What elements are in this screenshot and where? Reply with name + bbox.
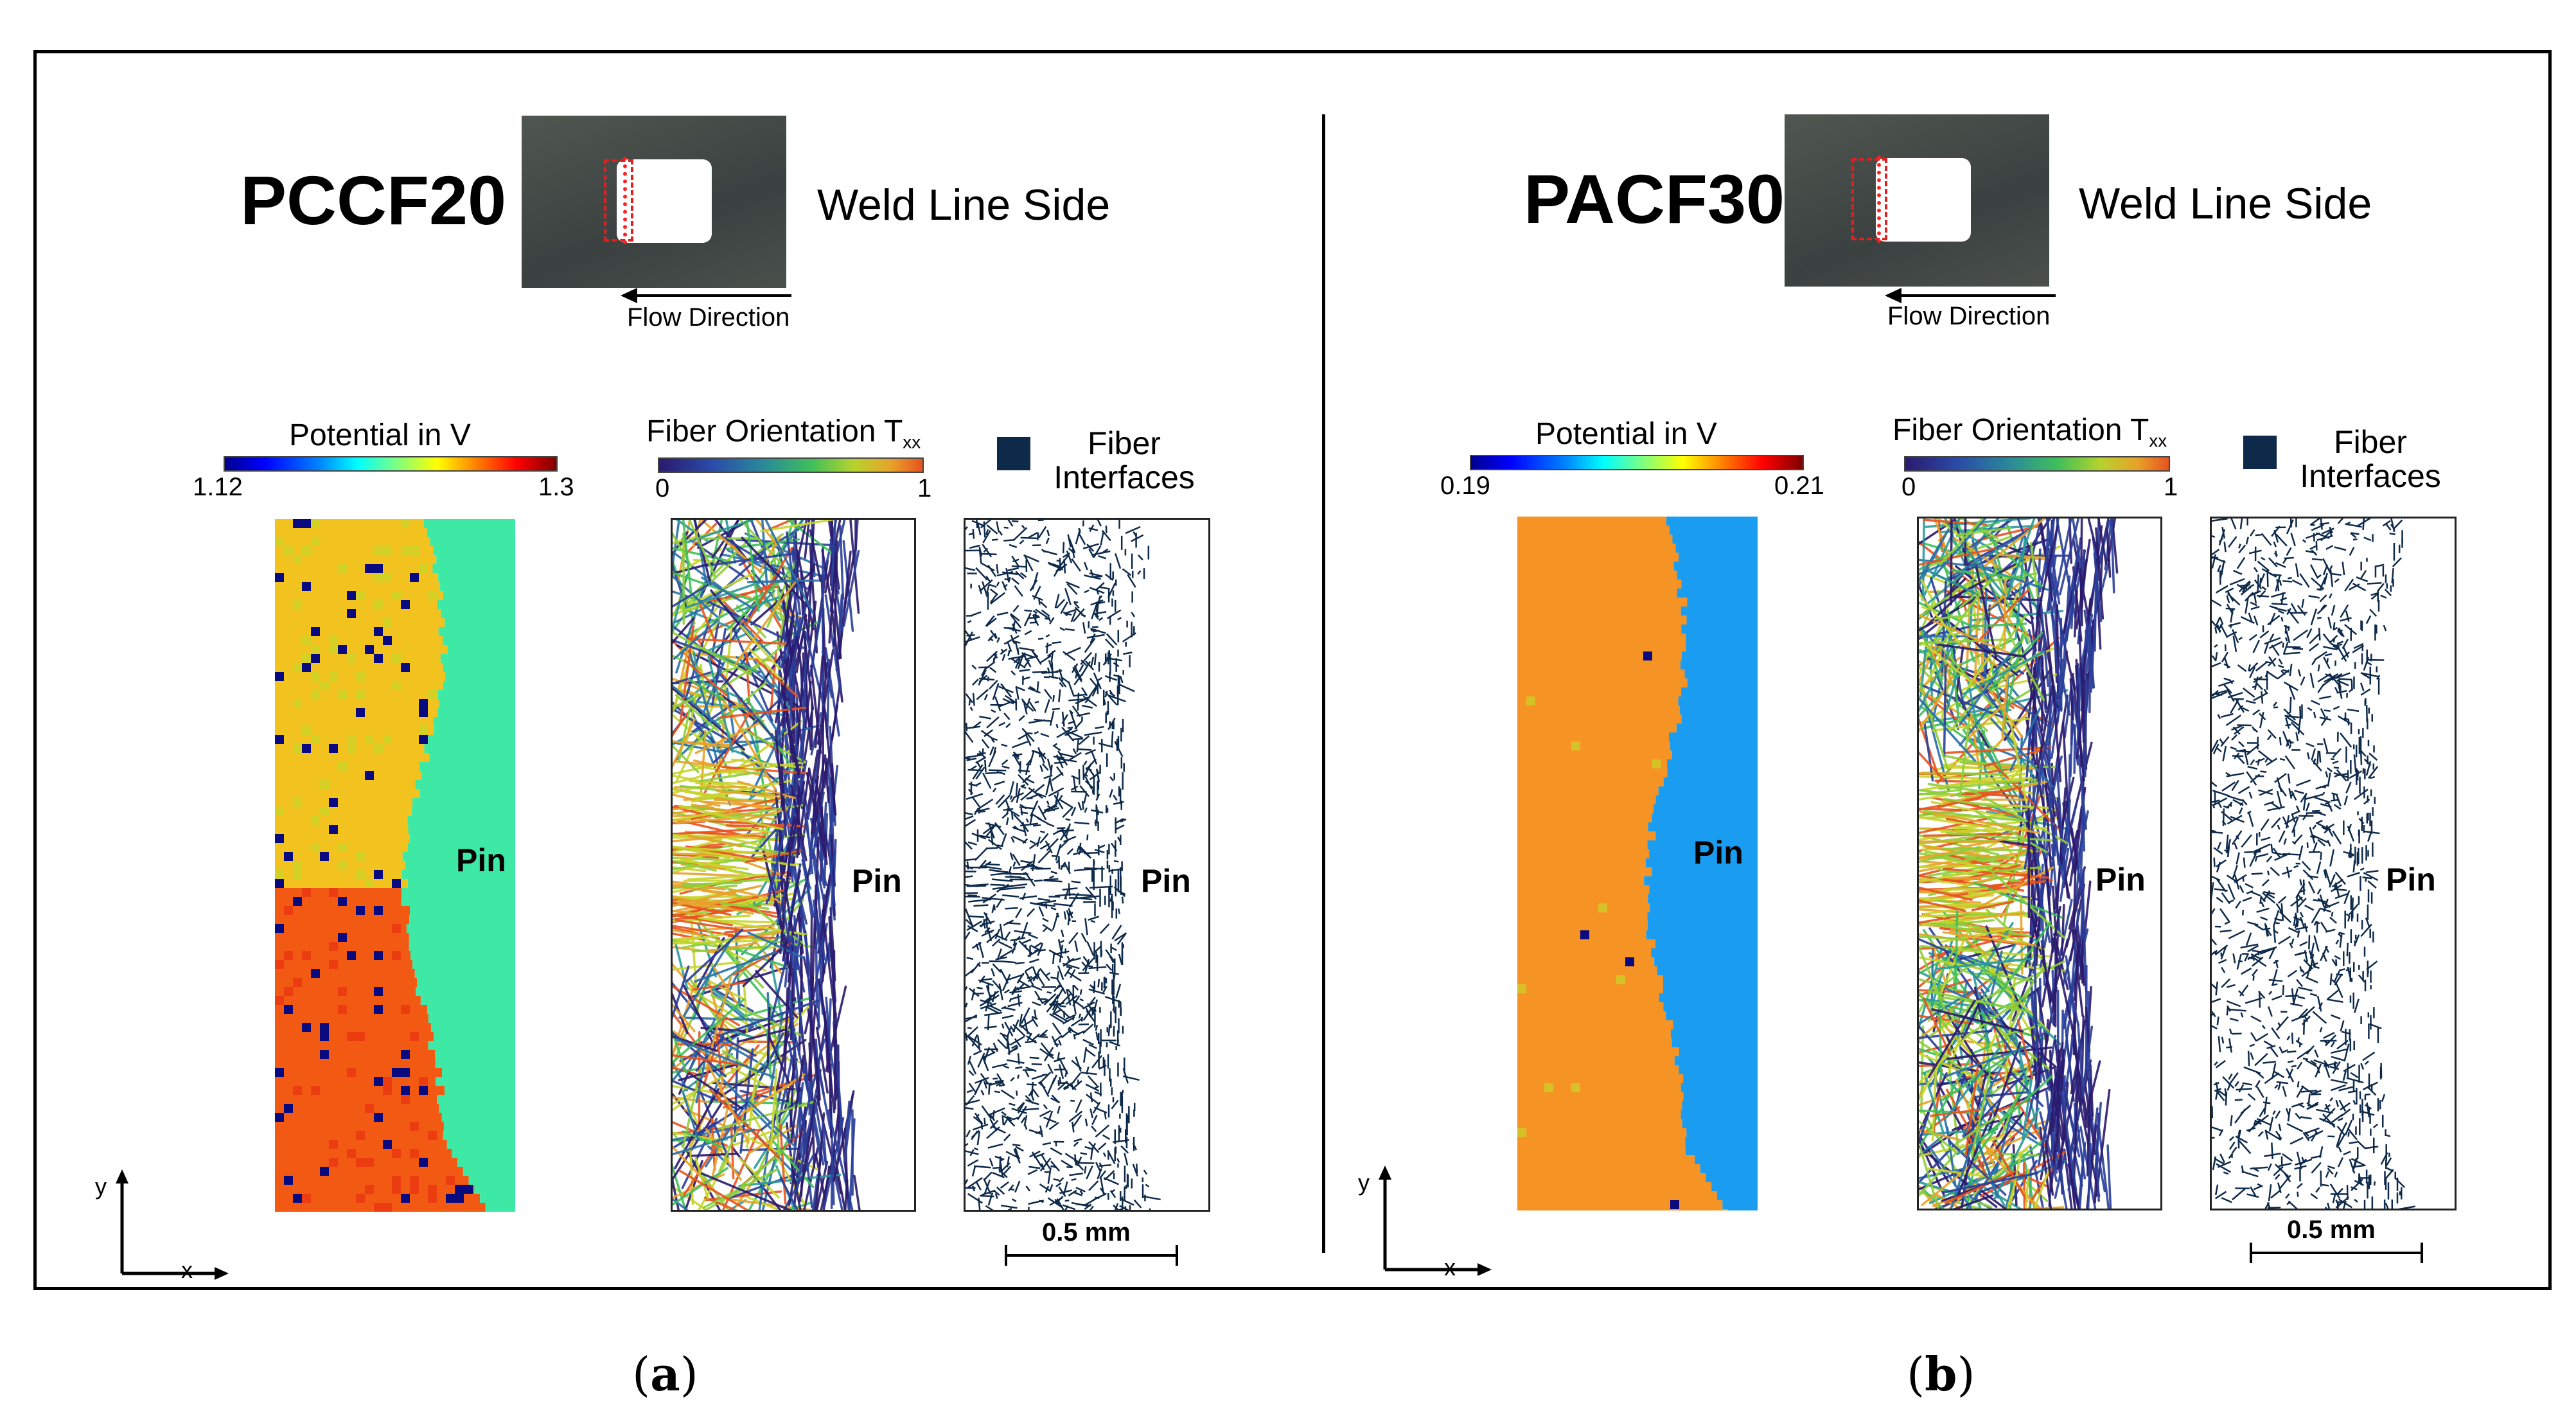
scale-bar (1005, 1245, 1178, 1266)
region-of-interest-box (604, 159, 633, 242)
fiber-interfaces-map (2210, 517, 2457, 1210)
pin-label-orientation: Pin (2095, 862, 2146, 898)
figure-frame (33, 50, 2552, 1290)
weld-line-marker (1877, 155, 1881, 243)
scale-bar (2250, 1243, 2423, 1263)
potential-colorbar (1470, 455, 1804, 470)
fiber-orientation-subscript: xx (2149, 430, 2167, 451)
xy-axes-icon (116, 1169, 229, 1280)
region-of-interest-box (1851, 158, 1887, 240)
pin-label-potential: Pin (1693, 835, 1743, 871)
fiber-orientation-graphic (1919, 519, 2119, 1209)
flow-direction-label: Flow Direction (1887, 302, 2051, 330)
weld-line-side-label: Weld Line Side (817, 181, 1111, 229)
axis-y-label: y (95, 1173, 107, 1200)
fiber-interfaces-label: Fiber Interfaces (1047, 427, 1201, 494)
fiber-interfaces-label: Fiber Interfaces (2293, 425, 2448, 493)
fiber-interfaces-line2: Interfaces (1054, 459, 1195, 495)
axis-x-label: x (181, 1257, 193, 1283)
potential-colorbar-title: Potential in V (1535, 417, 1717, 451)
fiber-orientation-colorbar-title: Fiber Orientation Txx (1892, 412, 2167, 452)
fiber-interfaces-map (964, 518, 1210, 1212)
potential-colorbar-title: Potential in V (289, 418, 471, 452)
potential-colorbar-max: 0.21 (1774, 472, 1824, 500)
flow-direction-arrow-icon (621, 288, 791, 303)
fiber-orientation-subscript: xx (903, 432, 921, 452)
potential-map-graphic (275, 519, 515, 1212)
subfigure-label: (b) (1907, 1347, 1975, 1401)
flow-direction-arrow-icon (1885, 288, 2056, 303)
fiber-interfaces-line2: Interfaces (2300, 457, 2441, 494)
pin-label-potential: Pin (456, 842, 506, 878)
specimen-photo (522, 116, 786, 288)
weld-line-side-label: Weld Line Side (2079, 179, 2372, 228)
potential-map-graphic (1517, 517, 1758, 1210)
fiber-orientation-colorbar-title: Fiber Orientation Txx (646, 414, 921, 453)
panel-b: PACF30 Weld Line Side Flow Direction Pot… (1260, 0, 2545, 1427)
pin-label-interfaces: Pin (1141, 863, 1191, 899)
pin-label-orientation: Pin (852, 863, 902, 899)
panel-a: PCCF20 Weld Line Side Flow Direction Pot… (0, 0, 1285, 1427)
subfigure-label: (a) (632, 1347, 698, 1401)
axis-x-label: x (1444, 1254, 1456, 1281)
potential-map (1517, 517, 1758, 1210)
fiber-interfaces-swatch (2243, 436, 2277, 469)
potential-map (275, 519, 515, 1212)
fiber-interfaces-line1: Fiber (2334, 424, 2407, 460)
material-title: PCCF20 (240, 161, 507, 239)
scale-bar-label: 0.5 mm (2287, 1216, 2376, 1244)
potential-colorbar (224, 456, 558, 472)
fiber-orientation-map (1917, 517, 2162, 1210)
fiber-interfaces-graphic (966, 520, 1161, 1210)
specimen-photo (1785, 114, 2049, 287)
scale-bar-label: 0.5 mm (1042, 1218, 1131, 1246)
material-title: PACF30 (1524, 160, 1785, 238)
fiber-interfaces-line1: Fiber (1088, 425, 1161, 461)
potential-colorbar-min: 0.19 (1440, 472, 1490, 500)
fiber-orientation-colorbar (1904, 456, 2170, 472)
pin-label-interfaces: Pin (2386, 862, 2436, 898)
fiber-orientation-colorbar-min: 0 (655, 474, 670, 502)
panel-divider (1322, 114, 1325, 1253)
fiber-orientation-map (671, 518, 916, 1212)
weld-line-marker (623, 157, 627, 244)
fiber-orientation-colorbar-min: 0 (1901, 473, 1916, 501)
fiber-orientation-graphic (673, 520, 861, 1210)
fiber-orientation-title-text: Fiber Orientation T (646, 414, 903, 448)
axis-y-label: y (1358, 1169, 1370, 1196)
fiber-orientation-colorbar (658, 457, 924, 473)
potential-colorbar-min: 1.12 (193, 473, 243, 501)
fiber-orientation-colorbar-max: 1 (2164, 473, 2178, 501)
xy-axes-icon (1379, 1166, 1492, 1276)
flow-direction-label: Flow Direction (627, 303, 790, 332)
fiber-orientation-colorbar-max: 1 (917, 474, 932, 502)
fiber-interfaces-graphic (2212, 519, 2415, 1209)
fiber-orientation-title-text: Fiber Orientation T (1892, 413, 2149, 447)
pin-hole (1876, 158, 1971, 242)
fiber-interfaces-swatch (997, 437, 1030, 470)
potential-colorbar-max: 1.3 (538, 473, 574, 501)
